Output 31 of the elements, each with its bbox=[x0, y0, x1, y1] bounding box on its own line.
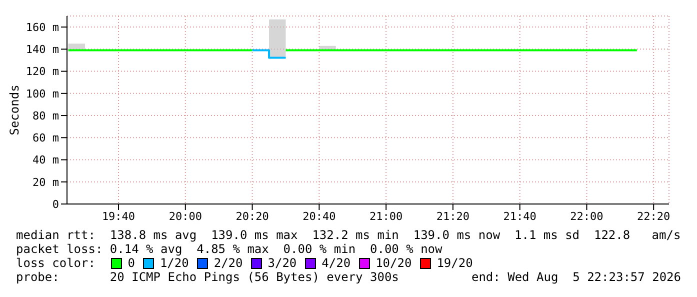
y-tick-label: 120 m bbox=[26, 65, 60, 78]
y-tick-label: 20 m bbox=[32, 176, 60, 189]
x-tick-label: 20:00 bbox=[168, 210, 202, 223]
x-tick-label: 21:20 bbox=[436, 210, 470, 223]
text: probe: 20 ICMP Echo Pings (56 Bytes) every 300s bbox=[16, 270, 399, 284]
y-tick-label: 0 bbox=[52, 198, 59, 211]
y-tick-label: 140 m bbox=[26, 43, 60, 56]
legend-label: 4/20 bbox=[322, 256, 351, 270]
x-tick-label: 20:20 bbox=[236, 210, 269, 223]
text: packet loss: 0.14 % avg 4.85 % max 0.00 % min 0.00 % now bbox=[16, 242, 444, 256]
text: median rtt: 138.8 ms avg 139.0 ms max 132.2 ms min 139.0 ms now 1.1 ms sd 122.8 am/s bbox=[16, 228, 682, 242]
legend-label: 19/20 bbox=[436, 256, 473, 270]
x-tick-label: 21:00 bbox=[369, 210, 403, 223]
y-tick-label: 60 m bbox=[32, 132, 60, 145]
legend-title: loss color: bbox=[16, 256, 96, 270]
y-axis-title: Seconds bbox=[7, 84, 22, 136]
y-tick-label: 80 m bbox=[32, 109, 60, 122]
x-tick-label: 22:20 bbox=[637, 210, 670, 223]
x-tick-label: 20:40 bbox=[302, 210, 336, 223]
x-tick-label: 21:40 bbox=[503, 210, 536, 223]
text: end: Wed Aug 5 22:23:57 2026 bbox=[471, 270, 681, 284]
legend-label: 10/20 bbox=[376, 256, 412, 270]
legend-label: 2/20 bbox=[214, 256, 243, 270]
y-tick-label: 40 m bbox=[32, 154, 60, 167]
legend-label: 0 bbox=[128, 256, 135, 270]
y-tick-label: 160 m bbox=[26, 20, 60, 34]
x-tick-label: 22:00 bbox=[570, 210, 604, 223]
y-tick-label: 100 m bbox=[26, 87, 60, 100]
legend-label: 3/20 bbox=[268, 256, 297, 270]
legend-label: 1/20 bbox=[160, 256, 189, 270]
x-tick-label: 19:40 bbox=[102, 210, 136, 223]
